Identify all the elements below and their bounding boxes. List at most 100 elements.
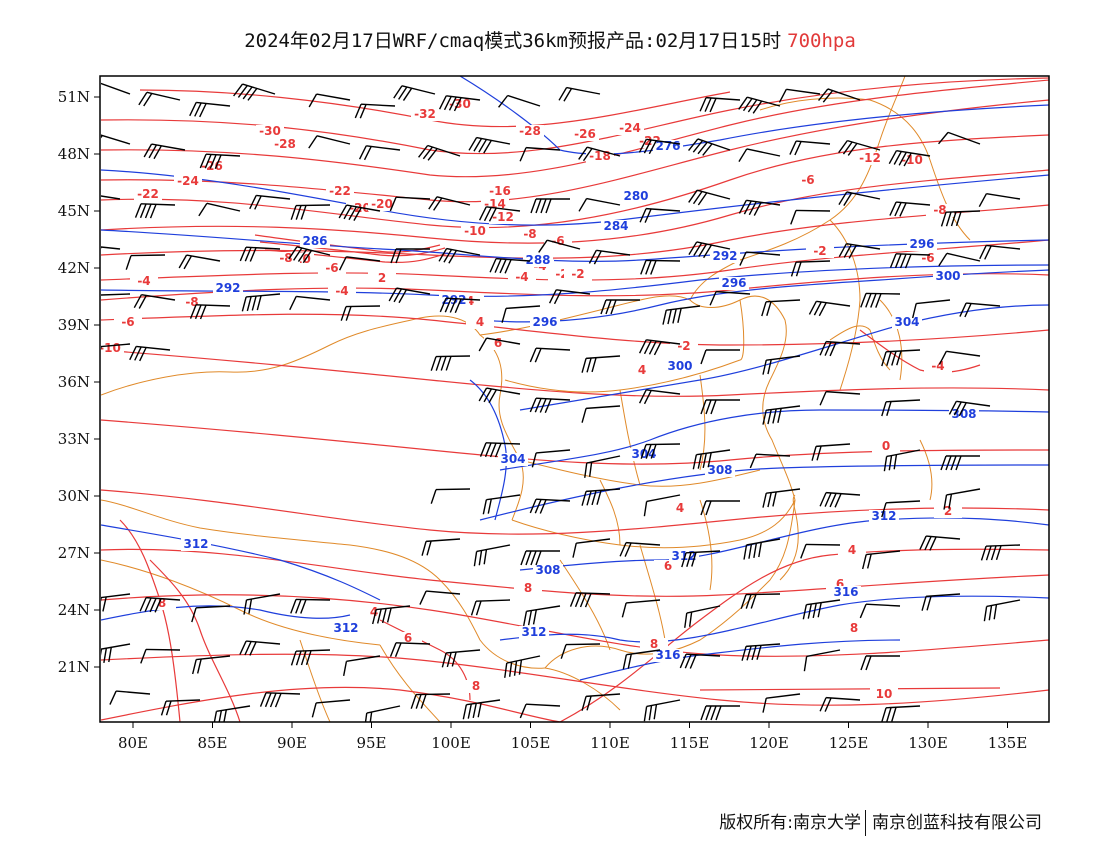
height-label: 296 (909, 237, 934, 251)
wind-barb (289, 295, 331, 311)
wind-barb (889, 253, 931, 269)
lat-label: 45N (58, 202, 90, 220)
wind-barb (189, 101, 231, 118)
temp-label-bg (272, 252, 300, 265)
temp-label-bg (462, 680, 490, 693)
wind-barb (619, 541, 661, 557)
wind-barb (983, 599, 1021, 622)
temp-label: -6 (551, 234, 564, 248)
temp-label-bg (174, 175, 202, 188)
temp-label: 0 (882, 439, 890, 453)
height-label-bg (719, 277, 749, 290)
pressure-level: 700hpa (787, 30, 856, 52)
temp-label: -28 (274, 137, 296, 151)
temp-label: -24 (177, 174, 199, 188)
wind-barb (290, 598, 331, 614)
temp-label: 6 (836, 577, 844, 591)
wind-barb (249, 194, 291, 210)
wind-barb (529, 498, 571, 514)
wind-barb (921, 593, 961, 611)
wind-barb (478, 206, 521, 222)
lon-label: 110E (590, 734, 630, 752)
temp-label-bg (856, 152, 884, 165)
wind-barb (259, 692, 301, 708)
wind-barb (438, 95, 481, 112)
wind-barb (439, 297, 481, 313)
temp-label-bg (794, 174, 822, 187)
wind-barb (881, 399, 921, 417)
wind-barb (588, 249, 631, 265)
temp-label: -24 (619, 121, 641, 135)
temp-label: 4 (676, 501, 684, 515)
temp-label-bg (486, 185, 514, 198)
lat-label: 48N (58, 145, 90, 163)
height-label-bg (705, 464, 735, 477)
height-label-bg (181, 538, 211, 551)
wind-barb (522, 605, 561, 627)
wind-barb (410, 693, 451, 709)
wind-barb (478, 337, 521, 352)
wind-barb (389, 642, 431, 658)
temp-label-bg (489, 211, 517, 224)
wind-barb (581, 488, 621, 506)
wind-barb (129, 345, 171, 362)
height-label: 304 (500, 452, 525, 466)
wind-barb (643, 494, 681, 517)
height-label-bg (907, 238, 937, 251)
wind-barb (940, 455, 980, 471)
temp-label-bg (134, 188, 162, 201)
wind-barb (978, 192, 1021, 208)
wind-barb (948, 400, 991, 417)
wind-barb (520, 550, 560, 566)
wind-barb (819, 491, 861, 508)
wind-barb (430, 488, 471, 504)
temp-label: 4 (476, 315, 484, 329)
temp-label-bg (130, 275, 158, 288)
lon-label: 100E (431, 734, 471, 752)
wind-barb (762, 488, 801, 508)
wind-barb (421, 538, 461, 556)
height-label: 308 (707, 463, 732, 477)
temp-label: 8 (850, 621, 858, 635)
wind-barb (239, 640, 281, 656)
temp-label: -4 (931, 359, 944, 373)
wind-barb (241, 293, 281, 312)
wind-barb (621, 599, 661, 618)
wind-barb (838, 242, 881, 259)
wind-barb (819, 340, 861, 357)
temp-label: 6 (404, 631, 412, 645)
height-label: 292 (215, 281, 240, 295)
wind-barb (239, 246, 281, 262)
wind-barb (919, 535, 961, 551)
temp-label: -28 (519, 124, 541, 138)
wind-barb (643, 699, 681, 722)
wind-barb (418, 144, 461, 161)
wind-barb (762, 355, 801, 375)
temp-label: -6 (801, 173, 814, 187)
wind-barb (749, 453, 791, 469)
temp-label: -10 (464, 224, 486, 238)
lat-label: 27N (58, 544, 90, 562)
temp-label-bg (516, 125, 544, 138)
temp-label: -32 (414, 107, 436, 121)
temp-label: 4 (848, 543, 856, 557)
wind-barb (581, 405, 621, 423)
wind-barb (470, 599, 511, 616)
temp-label-bg (318, 262, 346, 275)
wind-barb (938, 252, 981, 267)
wind-barb (709, 290, 751, 306)
height-label: 288 (525, 253, 550, 267)
wind-barb (419, 590, 461, 605)
lon-label: 125E (829, 734, 869, 752)
wind-barb (881, 500, 921, 518)
wind-barb (622, 649, 661, 670)
wind-barb (529, 397, 571, 413)
lon-label: 130E (908, 734, 948, 752)
height-label-bg (439, 294, 469, 307)
wind-barb (581, 693, 621, 711)
temp-label-bg (368, 272, 396, 285)
temp-label-bg (571, 128, 599, 141)
wind-barb (581, 355, 621, 373)
wind-barb (388, 287, 431, 304)
